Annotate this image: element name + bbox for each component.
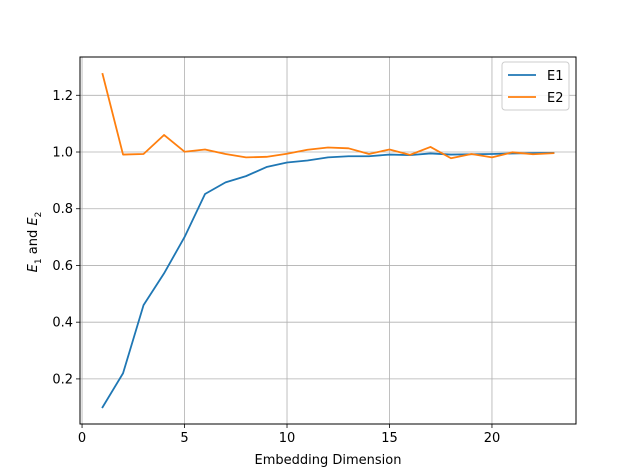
series-lines [101, 72, 555, 409]
y-tick-label: 0.8 [52, 202, 73, 217]
grid-lines [80, 57, 576, 424]
y-tick-label: 1.2 [52, 89, 73, 104]
y-tick-label: 0.6 [52, 259, 73, 274]
legend: E1 E2 [501, 61, 570, 111]
y-tick-label: 0.2 [52, 372, 73, 387]
plot-frame [79, 56, 577, 425]
y-axis-label: E1 and E2 [26, 212, 44, 273]
y-tick-label: 1.0 [52, 146, 73, 161]
legend-frame [501, 61, 570, 111]
x-axis-label: Embedding Dimension [255, 453, 402, 468]
x-tick-label: 10 [279, 431, 296, 446]
y-tick-label: 0.4 [52, 316, 73, 331]
x-tick-label: 0 [78, 431, 86, 446]
legend-label-e1: E1 [547, 69, 564, 84]
axis-ticks: 0 5 10 15 20 0.2 0.4 0.6 0.8 1.0 1.2 [52, 89, 500, 446]
legend-label-e2: E2 [547, 91, 564, 106]
x-tick-label: 20 [484, 431, 501, 446]
series-line-e2 [101, 72, 555, 160]
series-line-e1 [101, 151, 555, 409]
x-tick-label: 5 [180, 431, 188, 446]
x-tick-label: 15 [381, 431, 398, 446]
